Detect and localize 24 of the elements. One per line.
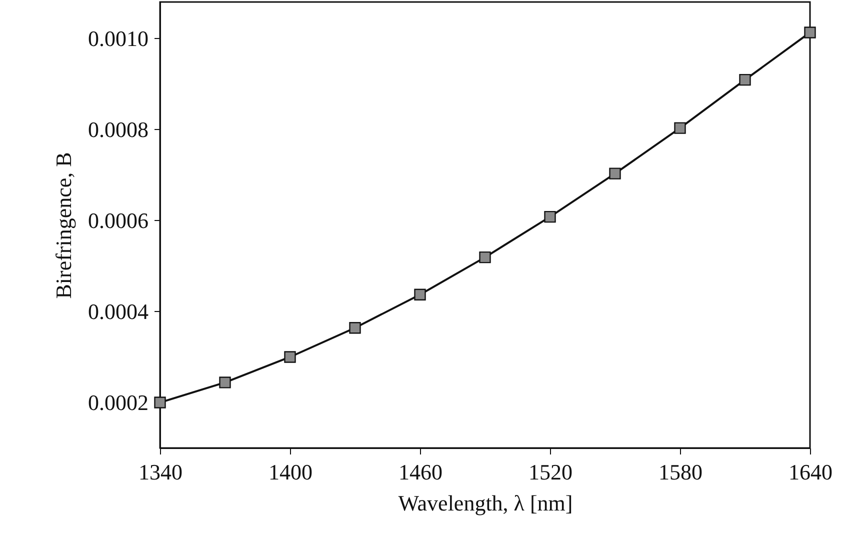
x-tick-label: 1400 bbox=[268, 460, 312, 484]
y-tick-label: 0.0010 bbox=[88, 26, 148, 51]
point bbox=[284, 351, 296, 363]
y-tick-label: 0.0006 bbox=[88, 208, 148, 233]
x-axis-title: Wavelength, λ [nm] bbox=[398, 490, 573, 516]
y-axis-title: Birefringence, B bbox=[51, 152, 76, 299]
point bbox=[804, 26, 816, 38]
y-tick-label: 0.0004 bbox=[88, 298, 148, 324]
x-tick-label: 1640 bbox=[788, 460, 832, 484]
x-tick-label: 1340 bbox=[138, 460, 182, 484]
point bbox=[609, 168, 621, 180]
point bbox=[349, 322, 361, 334]
point bbox=[544, 210, 556, 223]
x-tick-label: 1520 bbox=[528, 460, 572, 484]
x-tick-label: 1580 bbox=[658, 460, 702, 484]
point bbox=[479, 251, 491, 264]
point bbox=[674, 122, 686, 134]
point bbox=[219, 376, 231, 388]
y-tick-label: 0.0008 bbox=[88, 116, 148, 142]
x-tick-label: 1460 bbox=[398, 460, 442, 484]
y-tick-label: 0.0002 bbox=[88, 390, 148, 415]
point bbox=[154, 396, 166, 408]
point bbox=[739, 74, 751, 86]
point bbox=[414, 288, 426, 300]
